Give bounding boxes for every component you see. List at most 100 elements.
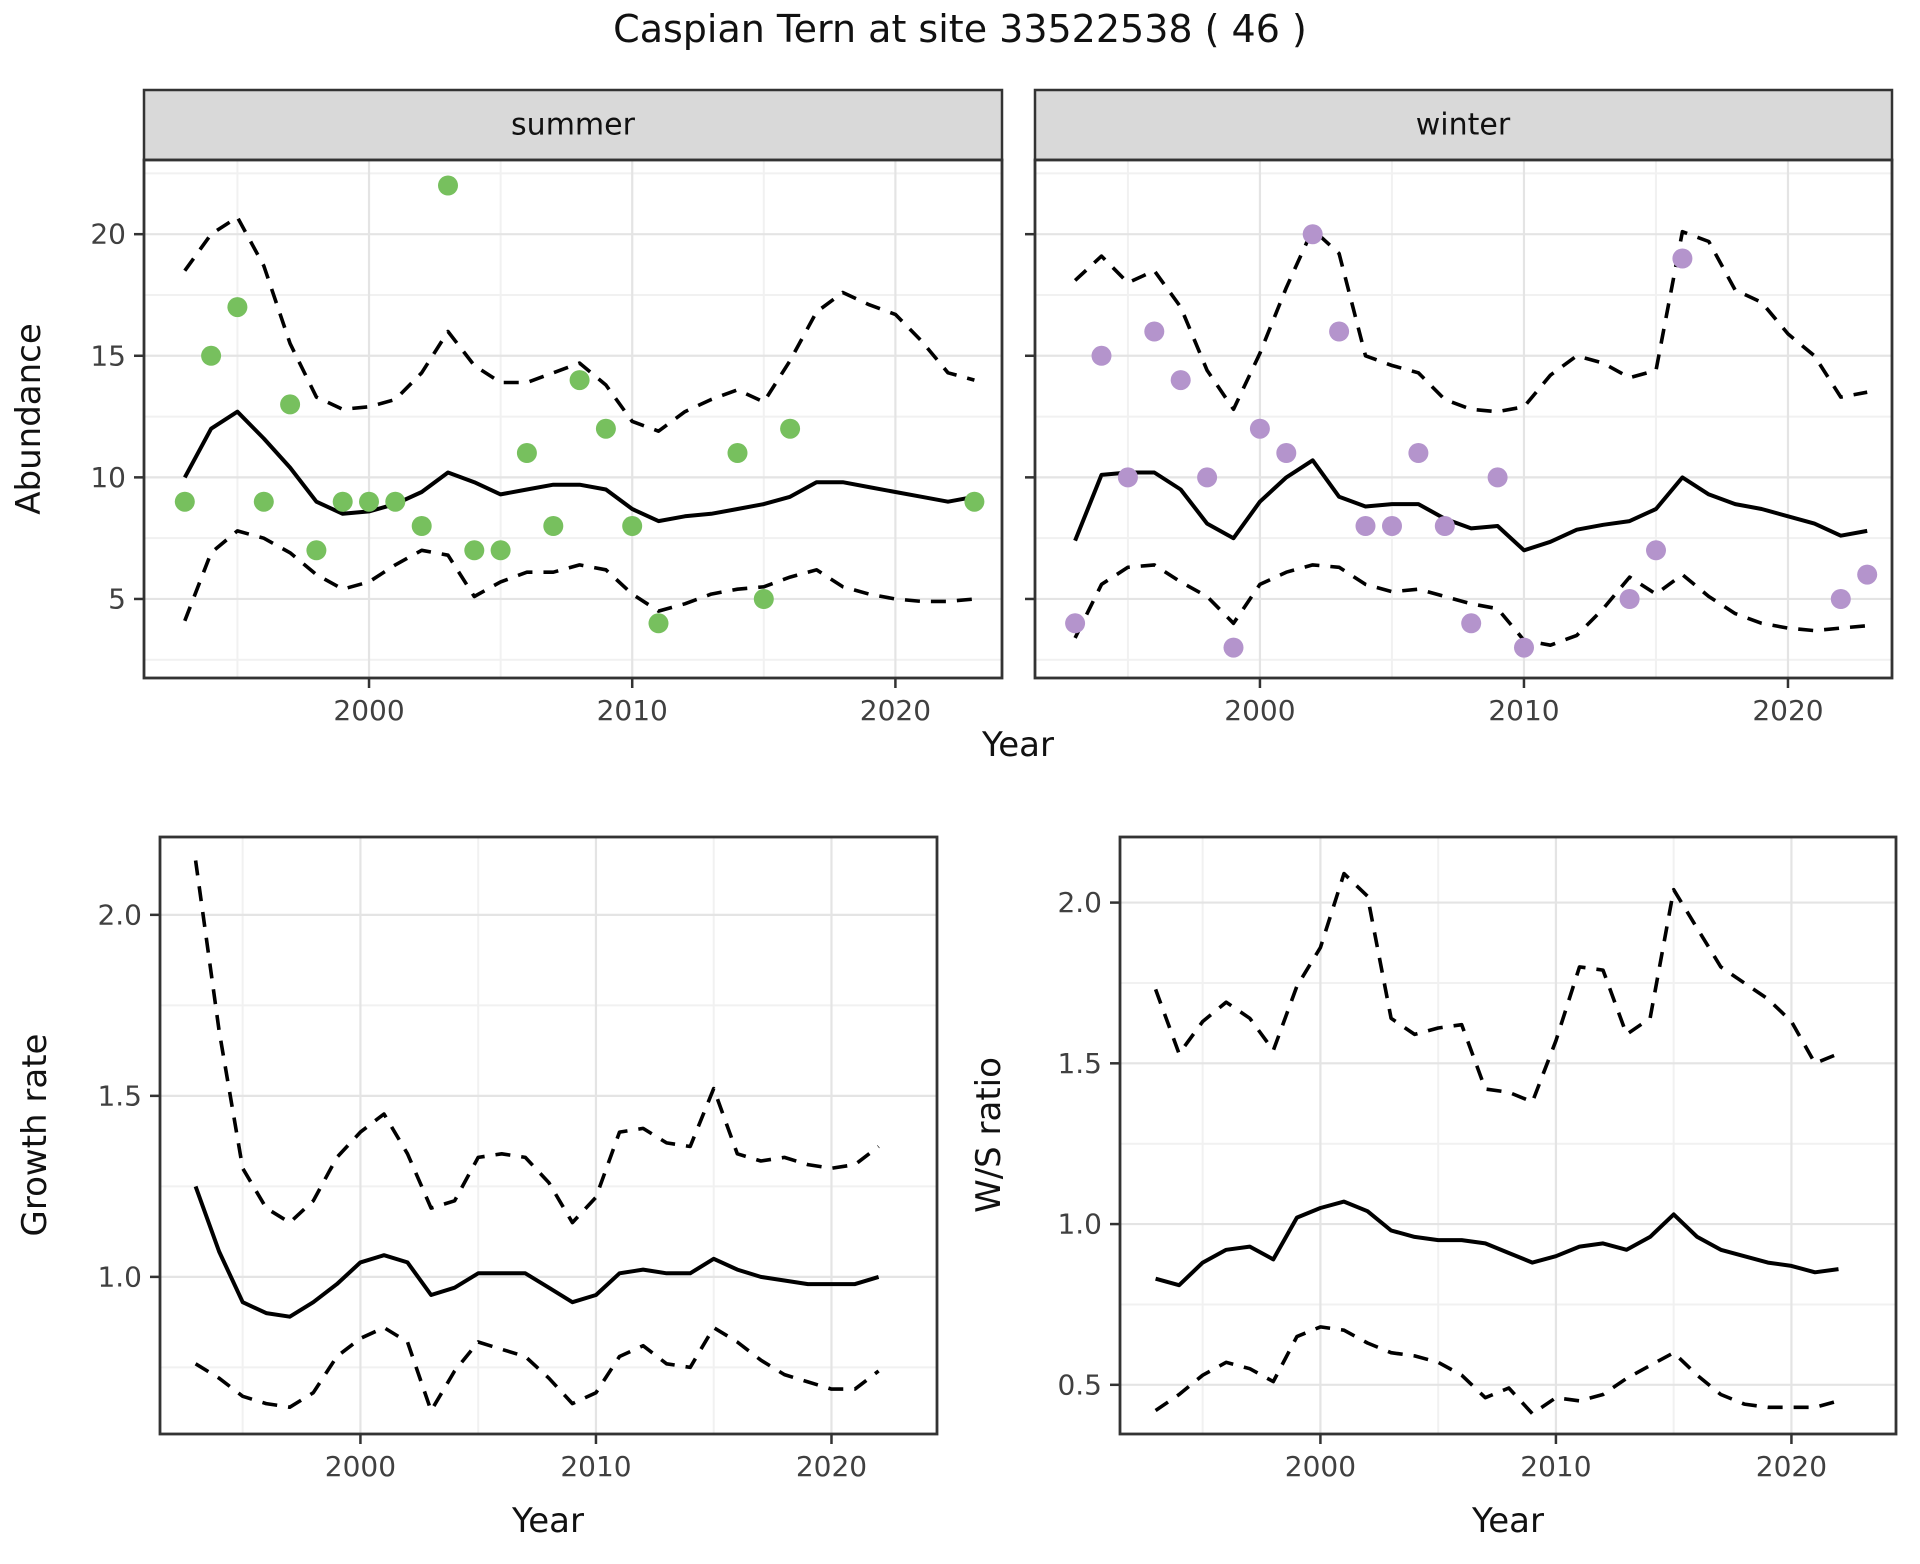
data-point <box>1170 370 1191 391</box>
winter-abundance-panel: 2000 2010 2020 <box>1025 158 1894 727</box>
ci-lower-line <box>1073 563 1868 648</box>
data-point <box>280 394 301 415</box>
panel-border <box>158 835 939 1436</box>
data-point <box>964 491 985 512</box>
panel-border <box>142 158 1004 680</box>
data-point <box>332 491 353 512</box>
growth-rate-panel: 2000 2010 2020 2.0 1.5 1.0 <box>97 835 939 1483</box>
ci-upper-line <box>1153 871 1840 1104</box>
data-point <box>1197 467 1218 488</box>
data-point <box>1117 467 1138 488</box>
x-tick-label: 2010 <box>1488 694 1559 727</box>
data-point <box>201 345 222 366</box>
y-tick-label: 0.5 <box>1057 1368 1102 1401</box>
strip-bg <box>142 88 1004 162</box>
y-tick-label: 1.5 <box>1057 1047 1102 1080</box>
data-point <box>174 491 195 512</box>
data-point <box>1461 613 1482 634</box>
abundance-axis-title: Abundance <box>9 323 49 515</box>
facet-label-winter: winter <box>1416 108 1511 143</box>
y-tick-label: 2.0 <box>1057 886 1102 919</box>
data-point <box>306 540 327 561</box>
data-point <box>385 491 406 512</box>
x-tick-label: 2010 <box>560 1450 631 1483</box>
data-point <box>1857 564 1878 585</box>
data-point <box>253 491 274 512</box>
fit-line <box>183 409 975 524</box>
data-point <box>1065 613 1086 634</box>
data-point <box>1646 540 1666 561</box>
data-point <box>1434 516 1455 536</box>
data-point <box>411 516 432 536</box>
data-point <box>1302 224 1323 245</box>
data-point <box>1144 321 1165 342</box>
x-tick-label: 2020 <box>1752 694 1823 727</box>
facet-strip-winter: winter <box>1033 88 1894 162</box>
panel-border <box>1118 835 1898 1436</box>
data-point <box>780 418 801 439</box>
fit-line <box>1155 1199 1839 1288</box>
panel-border <box>1033 158 1894 680</box>
x-tick-label: 2010 <box>597 694 668 727</box>
facet-strip-summer: summer <box>142 88 1004 162</box>
y-tick-label: 5 <box>108 582 126 615</box>
fit-line <box>193 1185 880 1319</box>
data-point <box>1329 321 1350 342</box>
ci-upper-line <box>183 215 975 434</box>
y-tick-label: 1.0 <box>1057 1208 1102 1241</box>
panel-bg <box>1035 160 1892 678</box>
y-tick-label: 15 <box>90 339 126 372</box>
data-point <box>1408 443 1429 463</box>
growth-year-axis-title: Year <box>511 1501 584 1541</box>
x-tick-label: 2000 <box>1224 694 1295 727</box>
x-tick-label: 2020 <box>796 1450 867 1483</box>
y-tick-label: 20 <box>90 218 126 251</box>
data-point <box>1487 467 1508 488</box>
x-tick-label: 2000 <box>325 1450 396 1483</box>
ci-lower-line <box>194 1325 880 1413</box>
data-point <box>1276 443 1297 463</box>
x-tick-label: 2010 <box>1520 1450 1591 1483</box>
data-point <box>569 370 590 391</box>
data-point <box>1382 516 1402 536</box>
growth-rate-axis-title: Growth rate <box>15 1034 55 1237</box>
fit-line <box>1073 458 1868 553</box>
y-tick-label: 2.0 <box>97 898 142 931</box>
data-point <box>1091 345 1112 366</box>
ws-year-axis-title: Year <box>1471 1501 1544 1541</box>
facet-label-summer: summer <box>511 108 636 143</box>
x-tick-label: 2000 <box>1285 1450 1356 1483</box>
data-point <box>543 516 564 536</box>
ws-ratio-panel: 2000 2010 2020 2.0 1.5 1.0 0.5 <box>1057 835 1898 1483</box>
data-point <box>1672 248 1693 269</box>
data-point <box>1355 516 1376 536</box>
y-tick-label: 1.5 <box>97 1079 142 1112</box>
y-tick-label: 1.0 <box>97 1260 142 1293</box>
strip-bg <box>1033 88 1894 162</box>
ci-lower-line <box>1154 1325 1839 1416</box>
ws-ratio-axis-title: W/S ratio <box>969 1057 1009 1213</box>
ci-lower-line <box>183 529 975 622</box>
data-point <box>1249 418 1270 439</box>
data-point <box>1514 637 1534 658</box>
data-point <box>359 491 379 512</box>
data-point <box>1830 589 1851 609</box>
data-point <box>622 516 643 536</box>
x-tick-label: 2000 <box>333 694 404 727</box>
panel-bg <box>160 837 937 1434</box>
x-tick-label: 2020 <box>860 694 931 727</box>
ci-upper-line <box>1073 227 1868 414</box>
data-point <box>727 443 748 463</box>
top-year-axis-title: Year <box>981 725 1054 765</box>
y-tick-label: 10 <box>90 461 126 494</box>
data-point <box>1223 637 1244 658</box>
panel-bg <box>1120 837 1896 1434</box>
data-point <box>227 297 248 318</box>
data-point <box>595 418 616 439</box>
data-point <box>438 175 458 196</box>
panel-bg <box>144 160 1002 678</box>
x-tick-label: 2020 <box>1756 1450 1827 1483</box>
data-point <box>464 540 485 561</box>
data-point <box>648 613 669 634</box>
